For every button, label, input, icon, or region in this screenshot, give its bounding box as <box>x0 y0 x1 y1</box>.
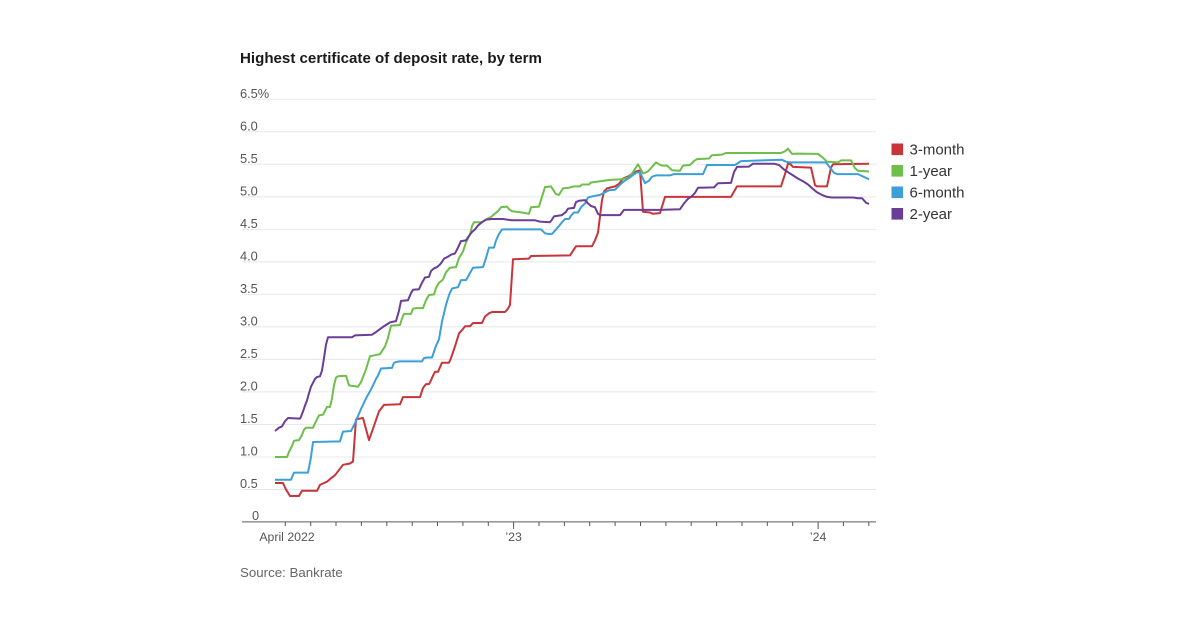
svg-text:3.5: 3.5 <box>240 281 258 296</box>
svg-text:2-year: 2-year <box>910 206 953 223</box>
svg-text:April 2022: April 2022 <box>259 530 315 544</box>
svg-text:6.0: 6.0 <box>240 118 258 133</box>
svg-text:4.5: 4.5 <box>240 216 258 231</box>
svg-text:’23: ’23 <box>505 530 522 544</box>
svg-text:1-year: 1-year <box>910 163 953 180</box>
svg-text:5.0: 5.0 <box>240 184 258 199</box>
svg-text:1.5: 1.5 <box>240 411 258 426</box>
svg-text:3-month: 3-month <box>910 141 965 158</box>
svg-text:2.0: 2.0 <box>240 379 258 394</box>
svg-text:0: 0 <box>252 508 259 523</box>
svg-text:Highest certificate of deposit: Highest certificate of deposit rate, by … <box>240 50 542 67</box>
svg-text:0.5: 0.5 <box>240 476 258 491</box>
svg-text:’24: ’24 <box>810 530 827 544</box>
svg-text:3.0: 3.0 <box>240 314 258 329</box>
svg-text:5.5: 5.5 <box>240 151 258 166</box>
svg-text:6.5%: 6.5% <box>240 86 269 101</box>
svg-text:Source: Bankrate: Source: Bankrate <box>240 565 343 580</box>
svg-text:2.5: 2.5 <box>240 346 258 361</box>
svg-text:6-month: 6-month <box>910 184 965 201</box>
svg-text:1.0: 1.0 <box>240 444 258 459</box>
svg-text:4.0: 4.0 <box>240 249 258 264</box>
